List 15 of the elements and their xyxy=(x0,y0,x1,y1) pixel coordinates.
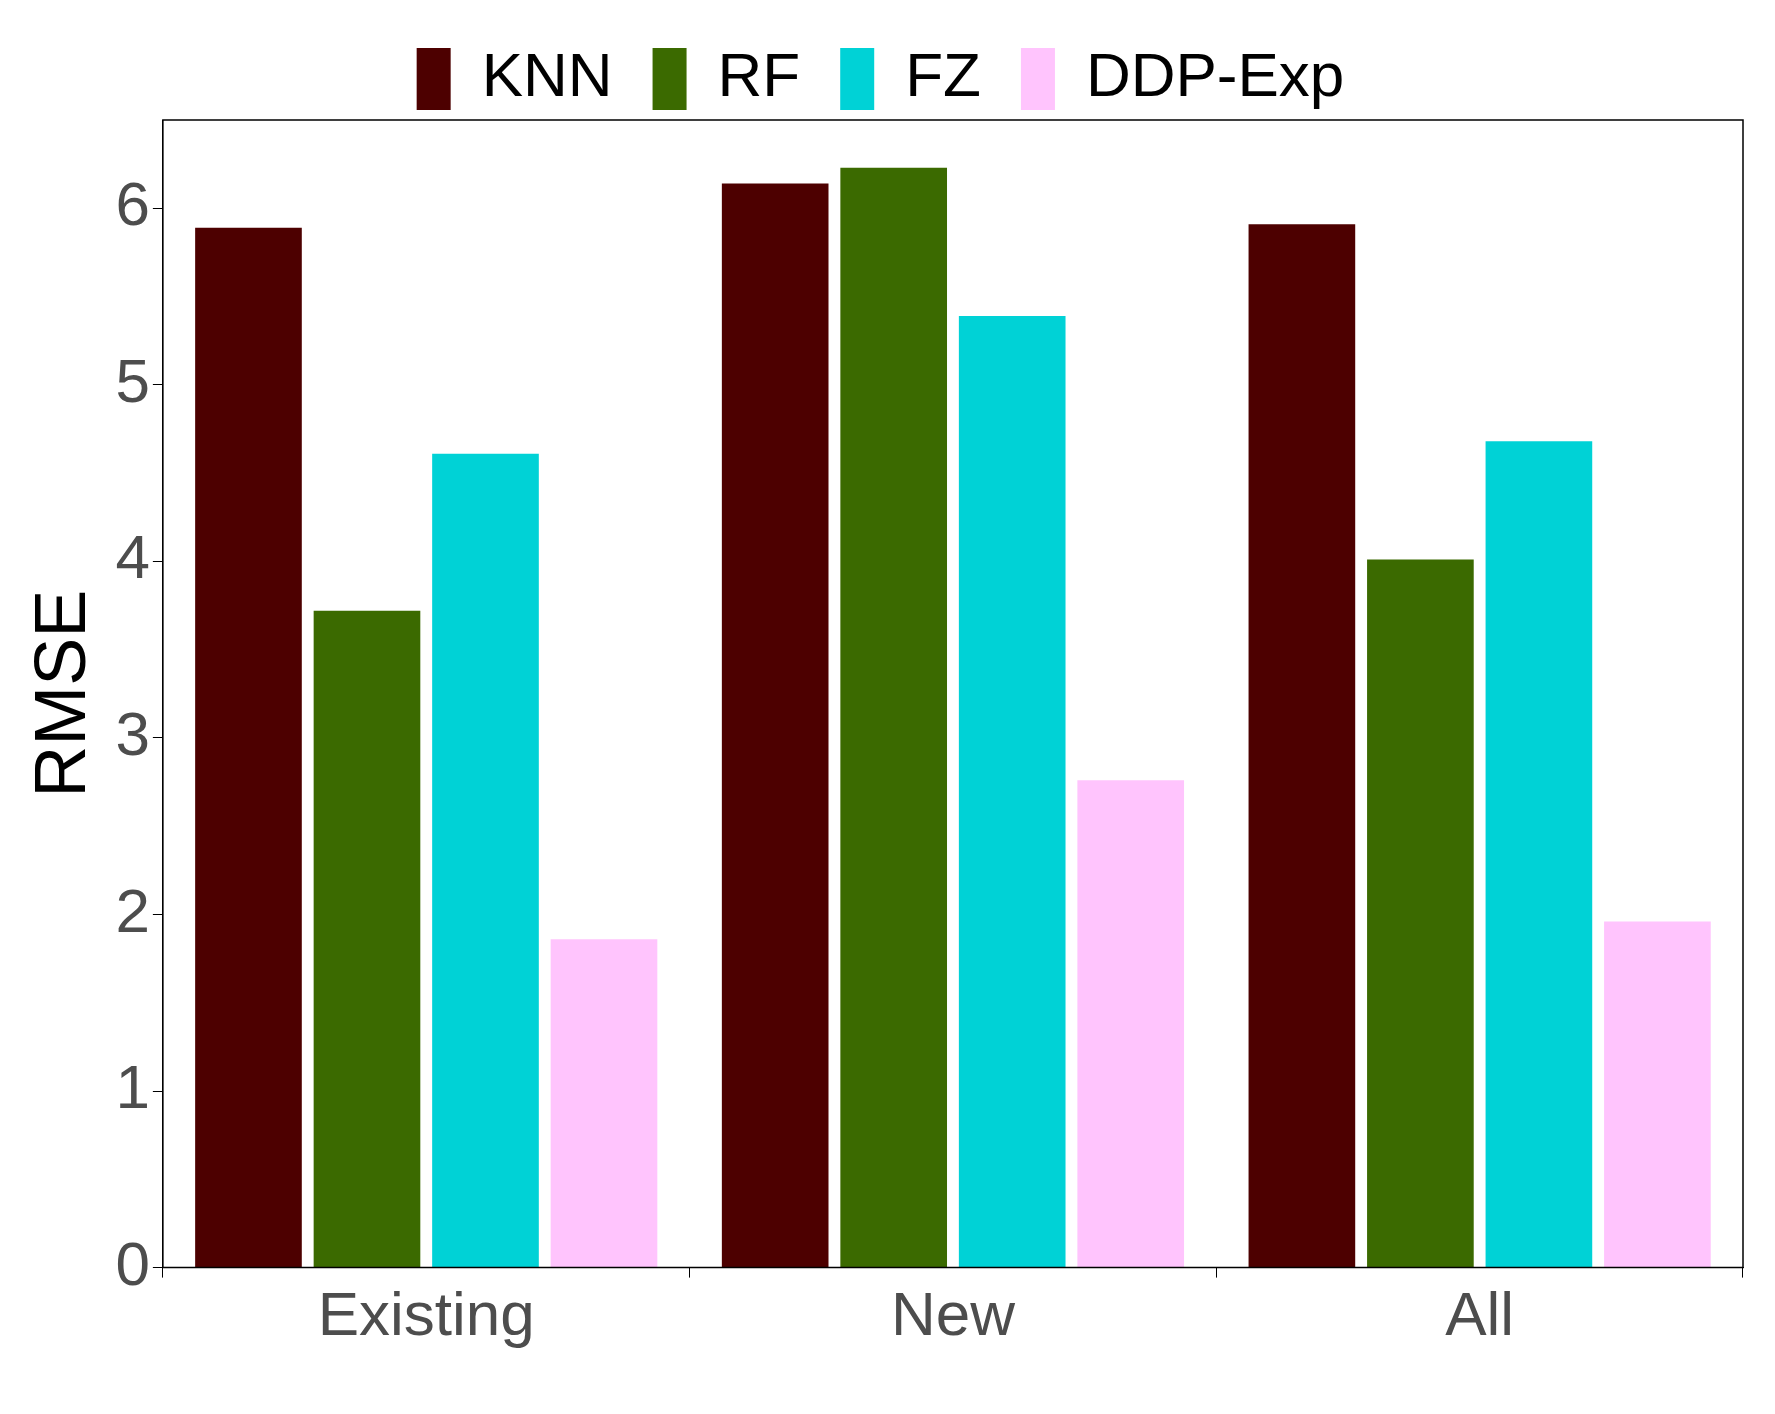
y-tick-label: 5 xyxy=(115,345,150,415)
legend-label: DDP-Exp xyxy=(1085,40,1345,110)
y-tick-label: 2 xyxy=(115,875,150,945)
y-tick-label: 0 xyxy=(115,1228,150,1298)
x-tick-label: All xyxy=(1445,1278,1515,1348)
y-tick-label: 3 xyxy=(115,699,150,769)
x-tick-label: Existing xyxy=(317,1278,535,1348)
y-tick-label: 1 xyxy=(115,1052,150,1122)
legend-label: FZ xyxy=(905,40,981,110)
y-tick-label: 6 xyxy=(115,169,150,239)
y-tick-label: 4 xyxy=(115,522,150,592)
y-axis-title: RMSE xyxy=(20,589,101,798)
legend-label: KNN xyxy=(481,40,613,110)
legend-label: RF xyxy=(717,40,801,110)
x-tick-label: New xyxy=(890,1278,1016,1348)
